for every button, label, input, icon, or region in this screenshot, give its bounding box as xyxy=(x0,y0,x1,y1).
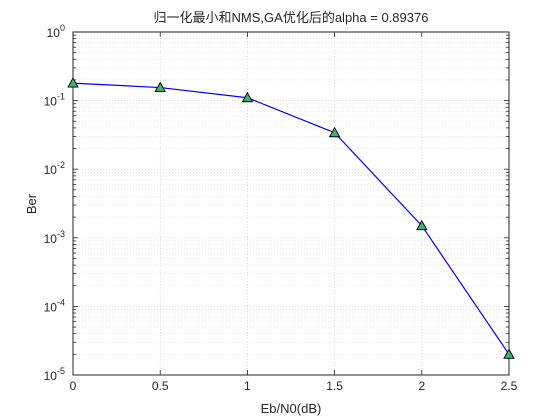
chart-title: 归一化最小和NMS,GA优化后的alpha = 0.89376 xyxy=(154,10,429,25)
y-tick-base: 10 xyxy=(44,369,58,383)
y-tick-base: 10 xyxy=(44,232,58,246)
y-tick-label: 10-5 xyxy=(44,366,65,383)
data-point xyxy=(154,81,166,92)
x-tick-label: 1.5 xyxy=(326,379,343,393)
y-tick-exponent: -2 xyxy=(57,160,65,170)
y-tick-base: 10 xyxy=(47,26,61,40)
x-tick-label: 1 xyxy=(244,379,251,393)
series-group xyxy=(67,77,515,359)
y-tick-exponent: -5 xyxy=(57,366,65,376)
data-point xyxy=(241,91,254,103)
y-tick-label: 100 xyxy=(47,23,65,40)
axes-box xyxy=(72,31,510,376)
x-tick-label: 2.5 xyxy=(501,379,518,393)
axis-ticks xyxy=(72,31,510,376)
plot-area xyxy=(73,32,509,375)
minor-grid xyxy=(73,34,509,355)
data-point xyxy=(416,219,428,231)
x-tick-label: 0 xyxy=(70,379,77,393)
y-tick-exponent: -4 xyxy=(57,297,65,307)
y-tick-label: 10-1 xyxy=(44,92,65,109)
x-tick-labels: 0 0.5 1 1.5 2 2.5 xyxy=(70,379,518,393)
x-tick-label: 2 xyxy=(418,379,425,393)
x-tick-label: 0.5 xyxy=(152,379,169,393)
series-line xyxy=(72,82,510,355)
data-point xyxy=(503,348,515,359)
y-tick-base: 10 xyxy=(44,163,58,177)
y-axis-label: Ber xyxy=(24,193,39,214)
y-tick-label: 10-3 xyxy=(44,229,65,246)
y-tick-label: 10-4 xyxy=(44,297,65,314)
y-tick-base: 10 xyxy=(44,300,58,314)
x-axis-label: Eb/N0(dB) xyxy=(261,401,322,416)
data-point xyxy=(67,77,79,88)
y-tick-exponent: -3 xyxy=(57,229,65,239)
y-tick-base: 10 xyxy=(44,95,58,109)
y-tick-label: 10-2 xyxy=(44,160,65,177)
y-tick-exponent: 0 xyxy=(60,23,65,33)
y-tick-exponent: -1 xyxy=(57,92,65,102)
data-point xyxy=(328,126,341,138)
